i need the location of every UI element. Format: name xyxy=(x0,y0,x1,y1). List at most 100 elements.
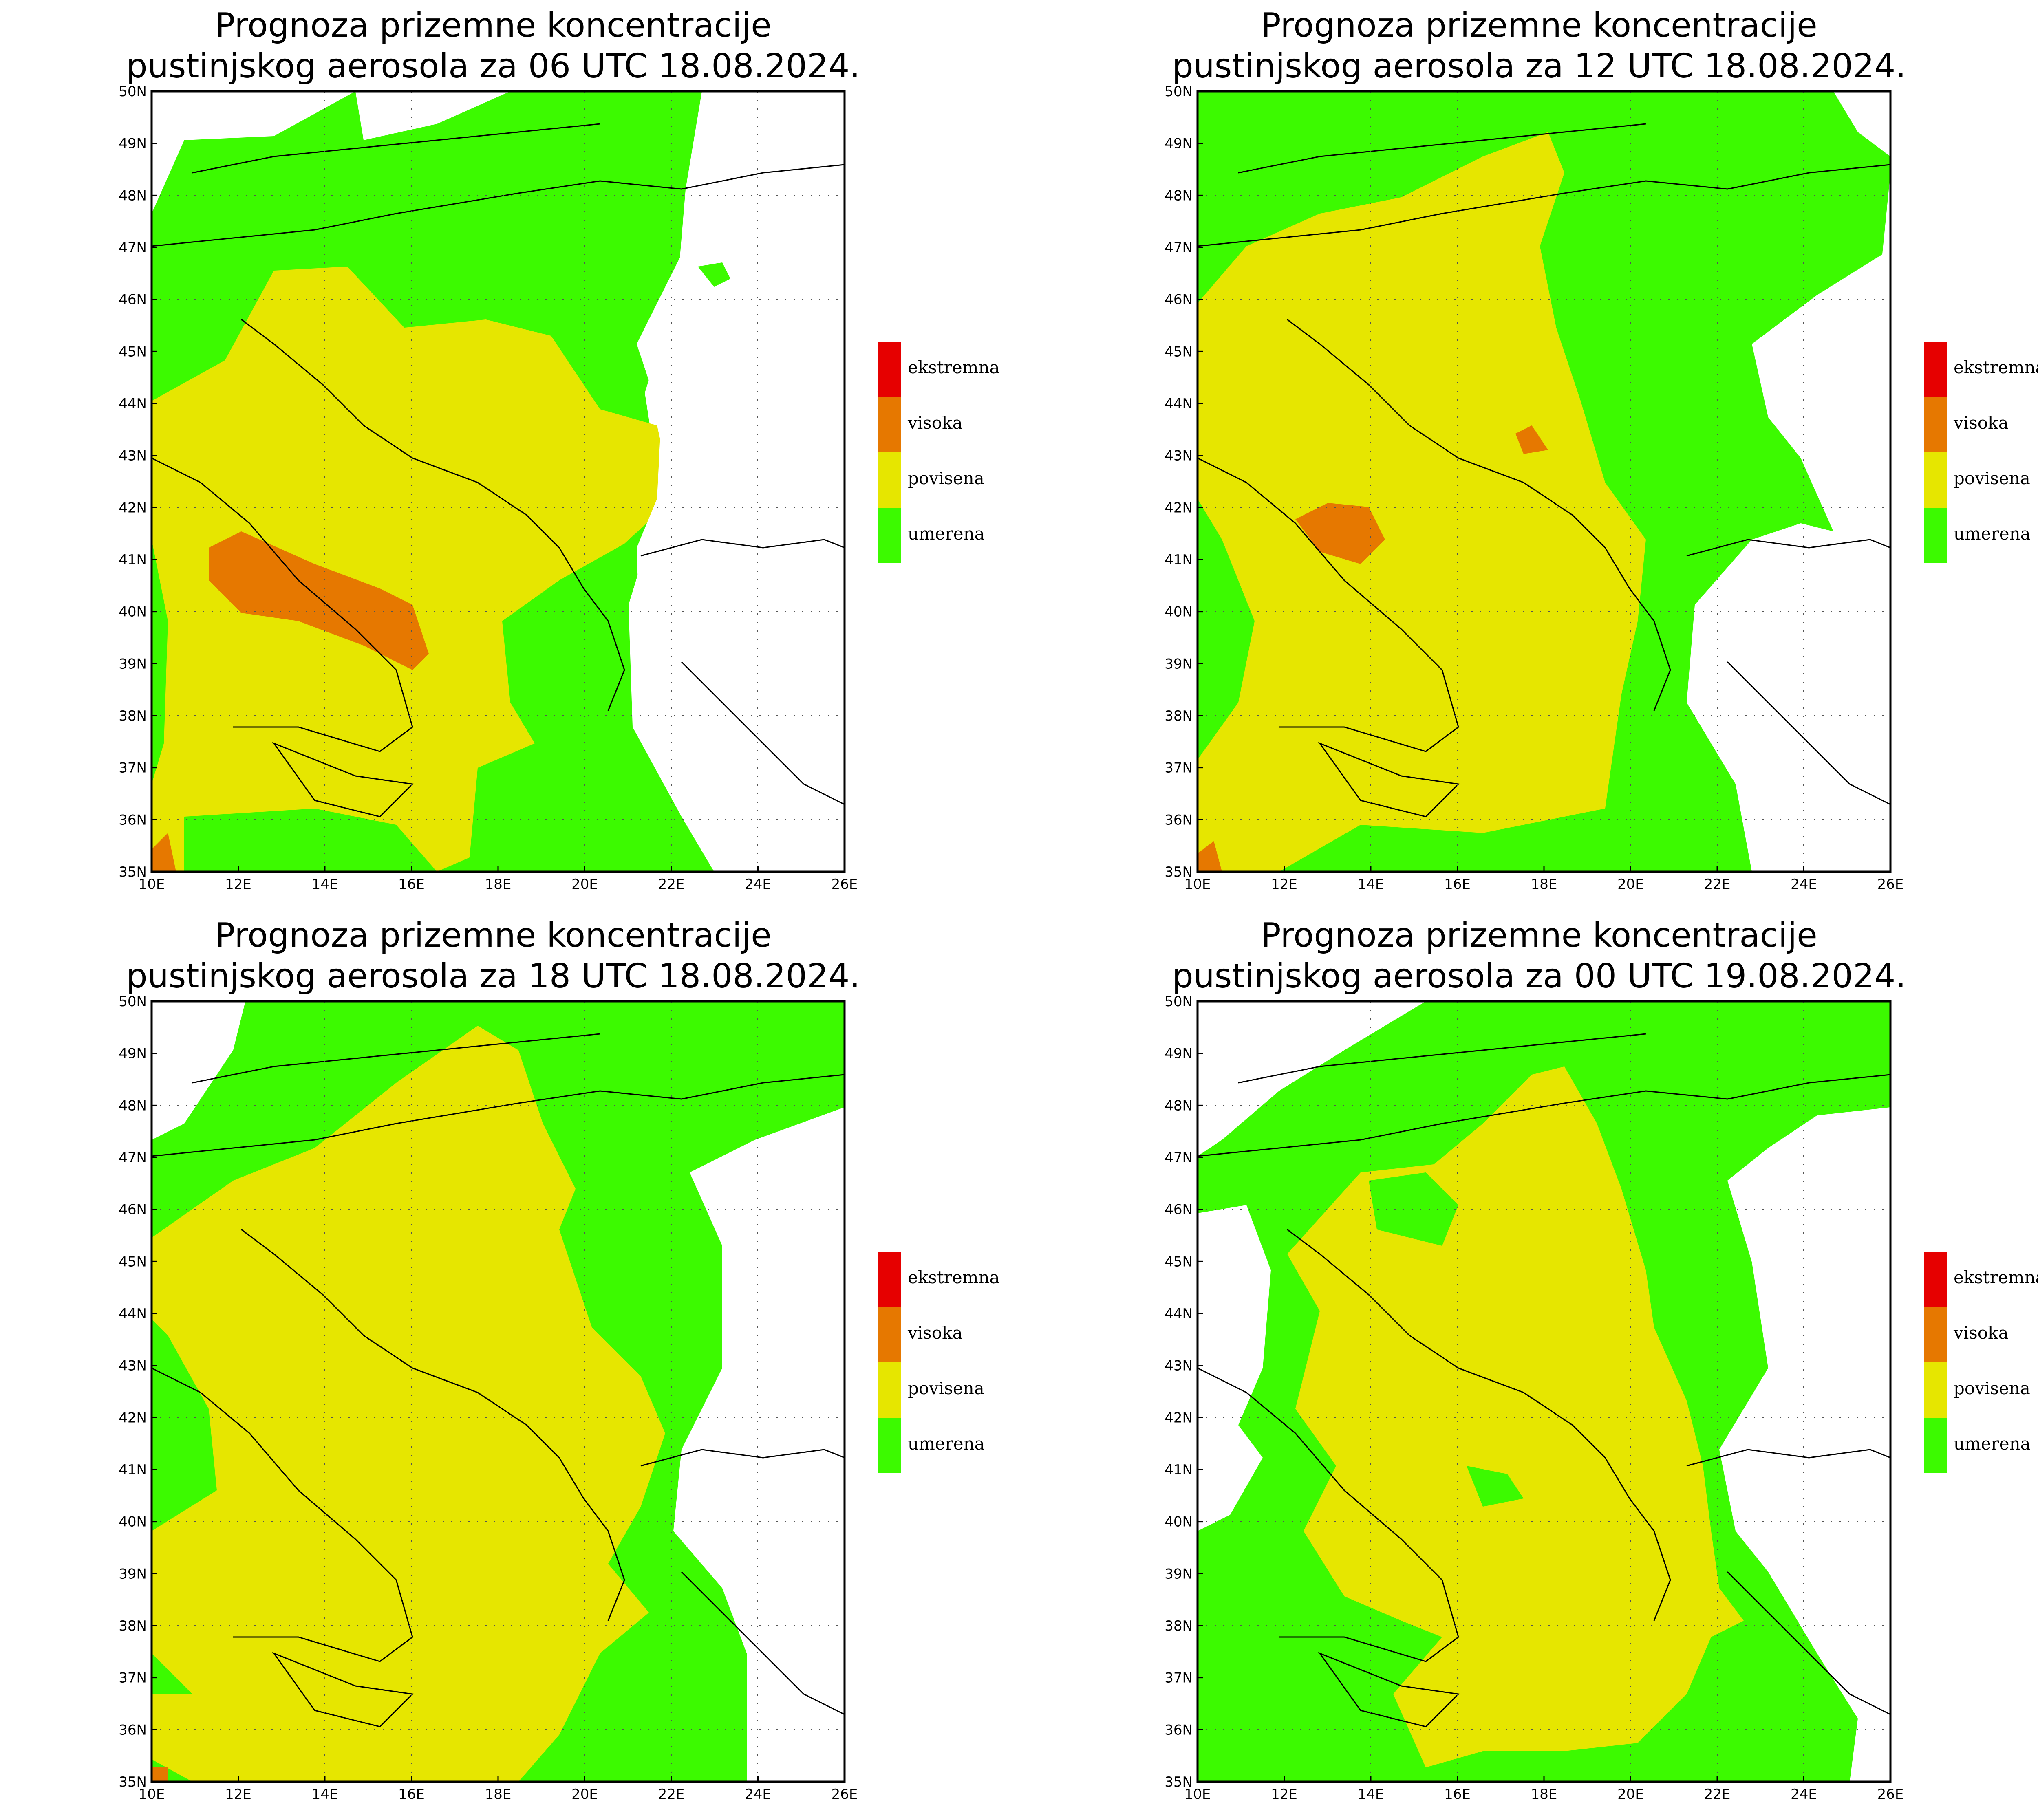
lat-tick-label: 41N xyxy=(119,1462,147,1478)
legend-swatch-povisena xyxy=(1924,1362,1947,1418)
lat-axis: 35N 36N 37N 38N 39N 40N 41N 42N 43N 44N 45N 46N 47N 4… xyxy=(1165,84,1203,880)
no-concentration-area xyxy=(637,173,845,872)
legend-swatch-ekstremna xyxy=(878,342,901,397)
panel-title-line1: Prognoza prizemne koncentracije xyxy=(1261,6,1817,45)
povisena-region xyxy=(152,267,673,872)
lon-tick-label: 20E xyxy=(571,876,598,892)
lon-tick-label: 18E xyxy=(485,1786,512,1802)
lon-tick-label: 24E xyxy=(1791,876,1817,892)
legend-label-umerena: umerena xyxy=(908,524,985,544)
lat-tick-label: 46N xyxy=(119,292,147,308)
lat-tick-label: 40N xyxy=(1165,604,1193,620)
lat-tick-label: 35N xyxy=(119,864,147,880)
lon-tick-label: 26E xyxy=(832,1786,858,1802)
visoka-region xyxy=(209,531,429,670)
visoka-region xyxy=(1515,425,1548,454)
map-panel-12utc: Prognoza prizemne koncentracije pustinjs… xyxy=(1165,6,2038,892)
lat-tick-label: 50N xyxy=(1165,84,1193,100)
lat-tick-label: 45N xyxy=(119,344,147,360)
legend-swatch-visoka xyxy=(878,1307,901,1362)
povisena-region xyxy=(1198,311,1230,377)
lat-tick-label: 36N xyxy=(119,1722,147,1738)
legend-label-umerena: umerena xyxy=(1954,524,2031,544)
lon-tick-label: 26E xyxy=(832,876,858,892)
lat-tick-label: 38N xyxy=(1165,1618,1193,1634)
lon-tick-label: 20E xyxy=(1617,1786,1644,1802)
lat-tick-label: 39N xyxy=(1165,1566,1193,1582)
legend-swatch-ekstremna xyxy=(1924,342,1947,397)
lon-tick-label: 22E xyxy=(1704,1786,1731,1802)
legend-label-visoka: visoka xyxy=(907,1323,963,1343)
lon-tick-label: 16E xyxy=(398,876,425,892)
coastlines xyxy=(1198,123,1890,817)
lat-tick-label: 42N xyxy=(119,500,147,516)
no-concentration-area xyxy=(1833,91,1890,156)
lat-tick-label: 50N xyxy=(119,84,147,100)
lat-tick-label: 50N xyxy=(1165,994,1193,1010)
legend-label-ekstremna: ekstremna xyxy=(1954,357,2038,377)
umerena-region xyxy=(355,91,510,140)
legend-label-umerena: umerena xyxy=(908,1434,985,1454)
lon-tick-label: 14E xyxy=(1358,1786,1384,1802)
no-concentration-area xyxy=(152,1001,245,1140)
lat-tick-label: 45N xyxy=(1165,344,1193,360)
povisena-region xyxy=(1287,1066,1744,1767)
lat-tick-label: 43N xyxy=(119,448,147,464)
lon-tick-label: 18E xyxy=(1531,876,1557,892)
map-plot-area xyxy=(1196,1000,1892,1783)
umerena-region xyxy=(1467,1466,1524,1507)
legend: ekstremna visoka povisena umerena xyxy=(878,342,1000,563)
legend-label-ekstremna: ekstremna xyxy=(1954,1267,2038,1287)
lat-tick-label: 37N xyxy=(1165,1670,1193,1686)
lat-tick-label: 42N xyxy=(1165,1410,1193,1426)
map-plot-area xyxy=(150,1000,846,1783)
lon-tick-label: 10E xyxy=(1184,1786,1211,1802)
lat-tick-label: 47N xyxy=(1165,240,1193,256)
lat-tick-label: 47N xyxy=(1165,1150,1193,1166)
lon-tick-label: 26E xyxy=(1877,1786,1904,1802)
lat-tick-label: 46N xyxy=(119,1202,147,1218)
lon-tick-label: 26E xyxy=(1877,876,1904,892)
lon-tick-label: 24E xyxy=(1791,1786,1817,1802)
umerena-region xyxy=(152,540,168,784)
lat-tick-label: 44N xyxy=(119,1306,147,1322)
legend-swatch-umerena xyxy=(878,1418,901,1473)
lon-tick-label: 12E xyxy=(1271,876,1297,892)
lon-tick-label: 18E xyxy=(1531,1786,1557,1802)
lon-axis: 10E 12E 14E 16E 18E 20E 22E 24E 26E xyxy=(139,1776,858,1802)
lon-tick-label: 10E xyxy=(139,876,165,892)
lon-tick-label: 22E xyxy=(658,1786,685,1802)
legend-swatch-povisena xyxy=(878,1362,901,1418)
lat-tick-label: 35N xyxy=(1165,864,1193,880)
lon-tick-label: 16E xyxy=(398,1786,425,1802)
legend-label-umerena: umerena xyxy=(1954,1434,2031,1454)
lon-tick-label: 16E xyxy=(1444,876,1471,892)
lat-tick-label: 50N xyxy=(119,994,147,1010)
lat-tick-label: 41N xyxy=(119,552,147,568)
lat-tick-label: 44N xyxy=(1165,396,1193,412)
lat-tick-label: 40N xyxy=(119,604,147,620)
legend-swatch-visoka xyxy=(878,397,901,452)
panel-title-line2: pustinjskog aerosola za 06 UTC 18.08.202… xyxy=(126,47,860,86)
povisena-region xyxy=(152,1026,665,1782)
legend-swatch-umerena xyxy=(1924,1418,1947,1473)
lon-tick-label: 22E xyxy=(658,876,685,892)
lat-tick-label: 43N xyxy=(1165,448,1193,464)
lon-tick-label: 16E xyxy=(1444,1786,1471,1802)
lat-tick-label: 37N xyxy=(1165,760,1193,776)
map-plot-area xyxy=(150,90,846,873)
lat-tick-label: 42N xyxy=(119,1410,147,1426)
lat-tick-label: 44N xyxy=(119,396,147,412)
visoka-region xyxy=(152,1767,168,1782)
legend-label-povisena: povisena xyxy=(1954,468,2030,488)
lat-tick-label: 40N xyxy=(119,1514,147,1530)
lat-tick-label: 36N xyxy=(1165,1722,1193,1738)
lat-axis: 35N 36N 37N 38N 39N 40N 41N 42N 43N 44N 45N 46N 47N 4… xyxy=(119,84,157,880)
no-concentration-area xyxy=(673,1107,845,1782)
lon-tick-label: 10E xyxy=(139,1786,165,1802)
lon-tick-label: 22E xyxy=(1704,876,1731,892)
legend: ekstremna visoka povisena umerena xyxy=(878,1252,1000,1473)
lat-tick-label: 49N xyxy=(119,136,147,152)
map-plot-area xyxy=(1196,90,1892,873)
lon-axis: 10E 12E 14E 16E 18E 20E 22E 24E 26E xyxy=(139,866,858,892)
